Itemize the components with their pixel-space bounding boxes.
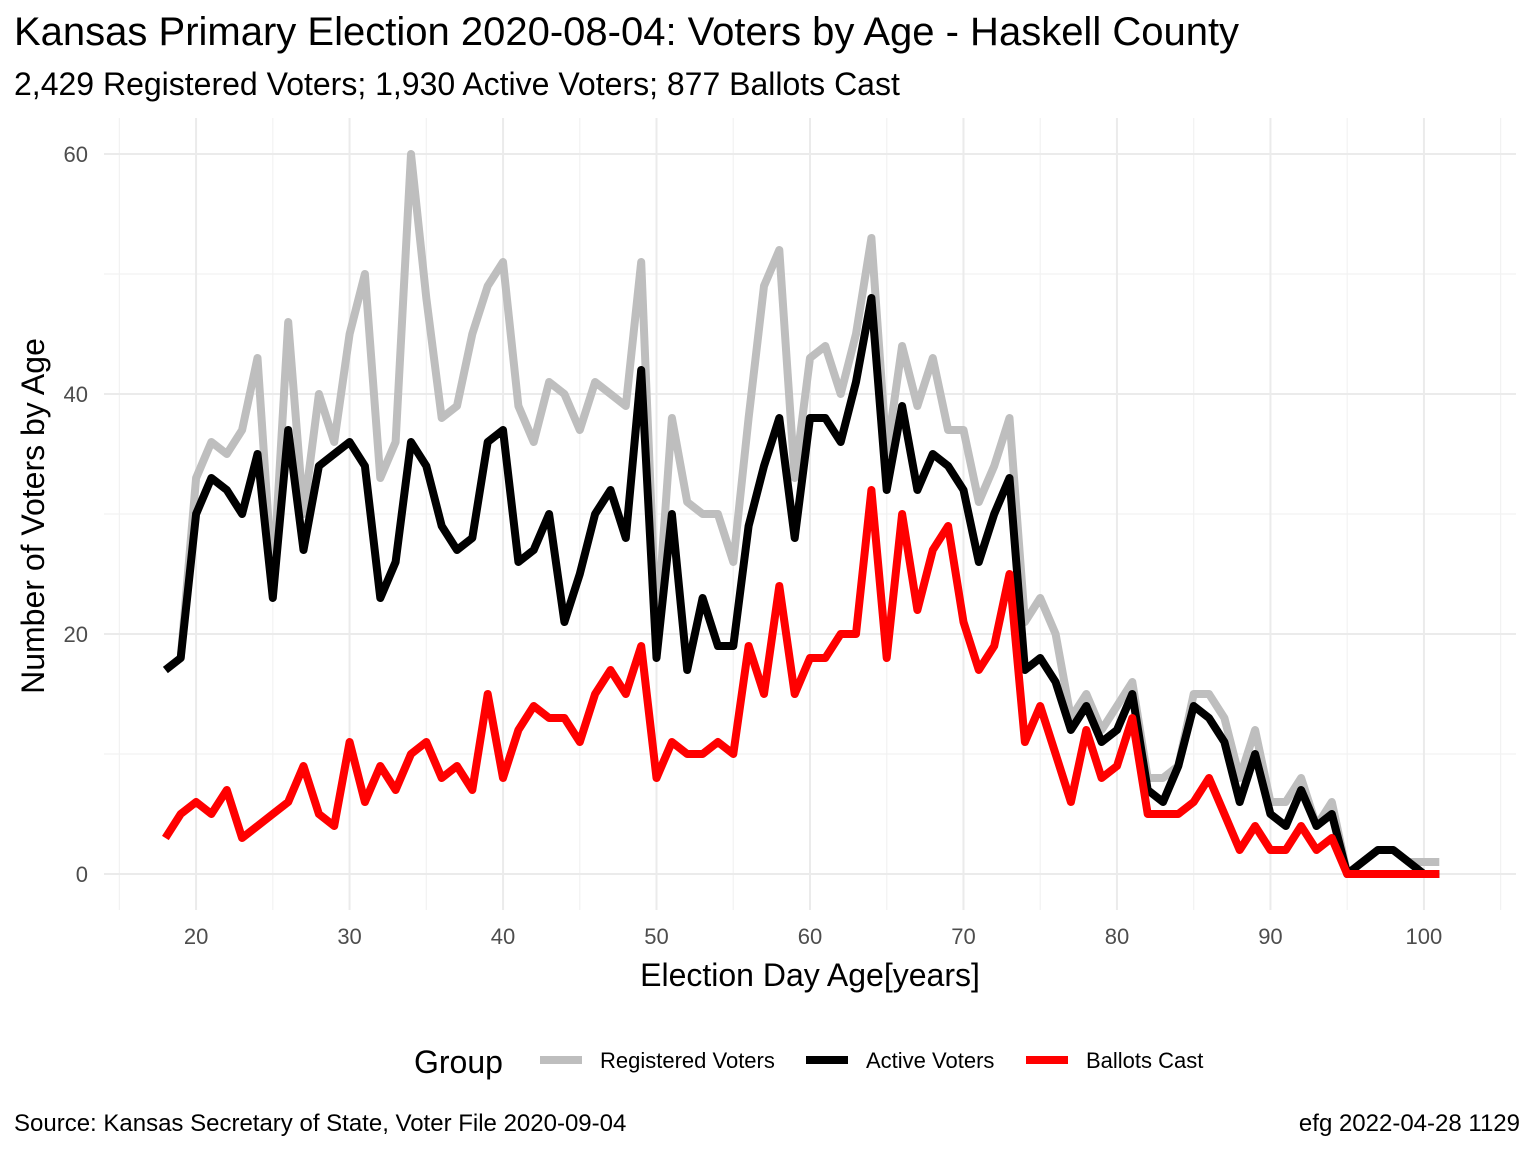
x-tick-label: 30 bbox=[337, 924, 361, 949]
y-tick-label: 0 bbox=[76, 862, 88, 887]
x-tick-label: 100 bbox=[1406, 924, 1443, 949]
x-tick-label: 80 bbox=[1105, 924, 1129, 949]
chart-title: Kansas Primary Election 2020-08-04: Vote… bbox=[14, 10, 1240, 54]
series-line-ballots-cast bbox=[162, 486, 1440, 878]
x-tick-label: 60 bbox=[798, 924, 822, 949]
x-tick-label: 50 bbox=[644, 924, 668, 949]
x-tick-label: 90 bbox=[1258, 924, 1282, 949]
source-caption: Source: Kansas Secretary of State, Voter… bbox=[14, 1110, 627, 1137]
series-line-registered-voters bbox=[162, 150, 1440, 878]
legend: Group Registered Voters Active Voters Ball… bbox=[414, 1044, 1203, 1080]
y-axis-title: Number of Voters by Age bbox=[15, 338, 51, 694]
legend-title: Group bbox=[414, 1044, 503, 1080]
series-lines bbox=[162, 150, 1440, 878]
x-tick-label: 40 bbox=[491, 924, 515, 949]
legend-label-ballots-cast: Ballots Cast bbox=[1086, 1048, 1203, 1073]
y-tick-label: 20 bbox=[64, 622, 88, 647]
x-axis-title: Election Day Age[years] bbox=[640, 957, 980, 993]
y-axis-ticks: 0 20 40 60 bbox=[64, 142, 88, 887]
chart-subtitle: 2,429 Registered Voters; 1,930 Active Vo… bbox=[14, 66, 900, 102]
author-caption: efg 2022-04-28 1129 bbox=[1298, 1110, 1520, 1137]
x-tick-label: 70 bbox=[951, 924, 975, 949]
x-tick-label: 20 bbox=[184, 924, 208, 949]
y-tick-label: 60 bbox=[64, 142, 88, 167]
y-tick-label: 40 bbox=[64, 382, 88, 407]
series-line-active-voters bbox=[162, 294, 1440, 878]
legend-label-active-voters: Active Voters bbox=[866, 1048, 994, 1073]
x-axis-ticks: 20 30 40 50 60 70 80 90 100 bbox=[184, 924, 1442, 949]
legend-label-registered-voters: Registered Voters bbox=[600, 1048, 775, 1073]
